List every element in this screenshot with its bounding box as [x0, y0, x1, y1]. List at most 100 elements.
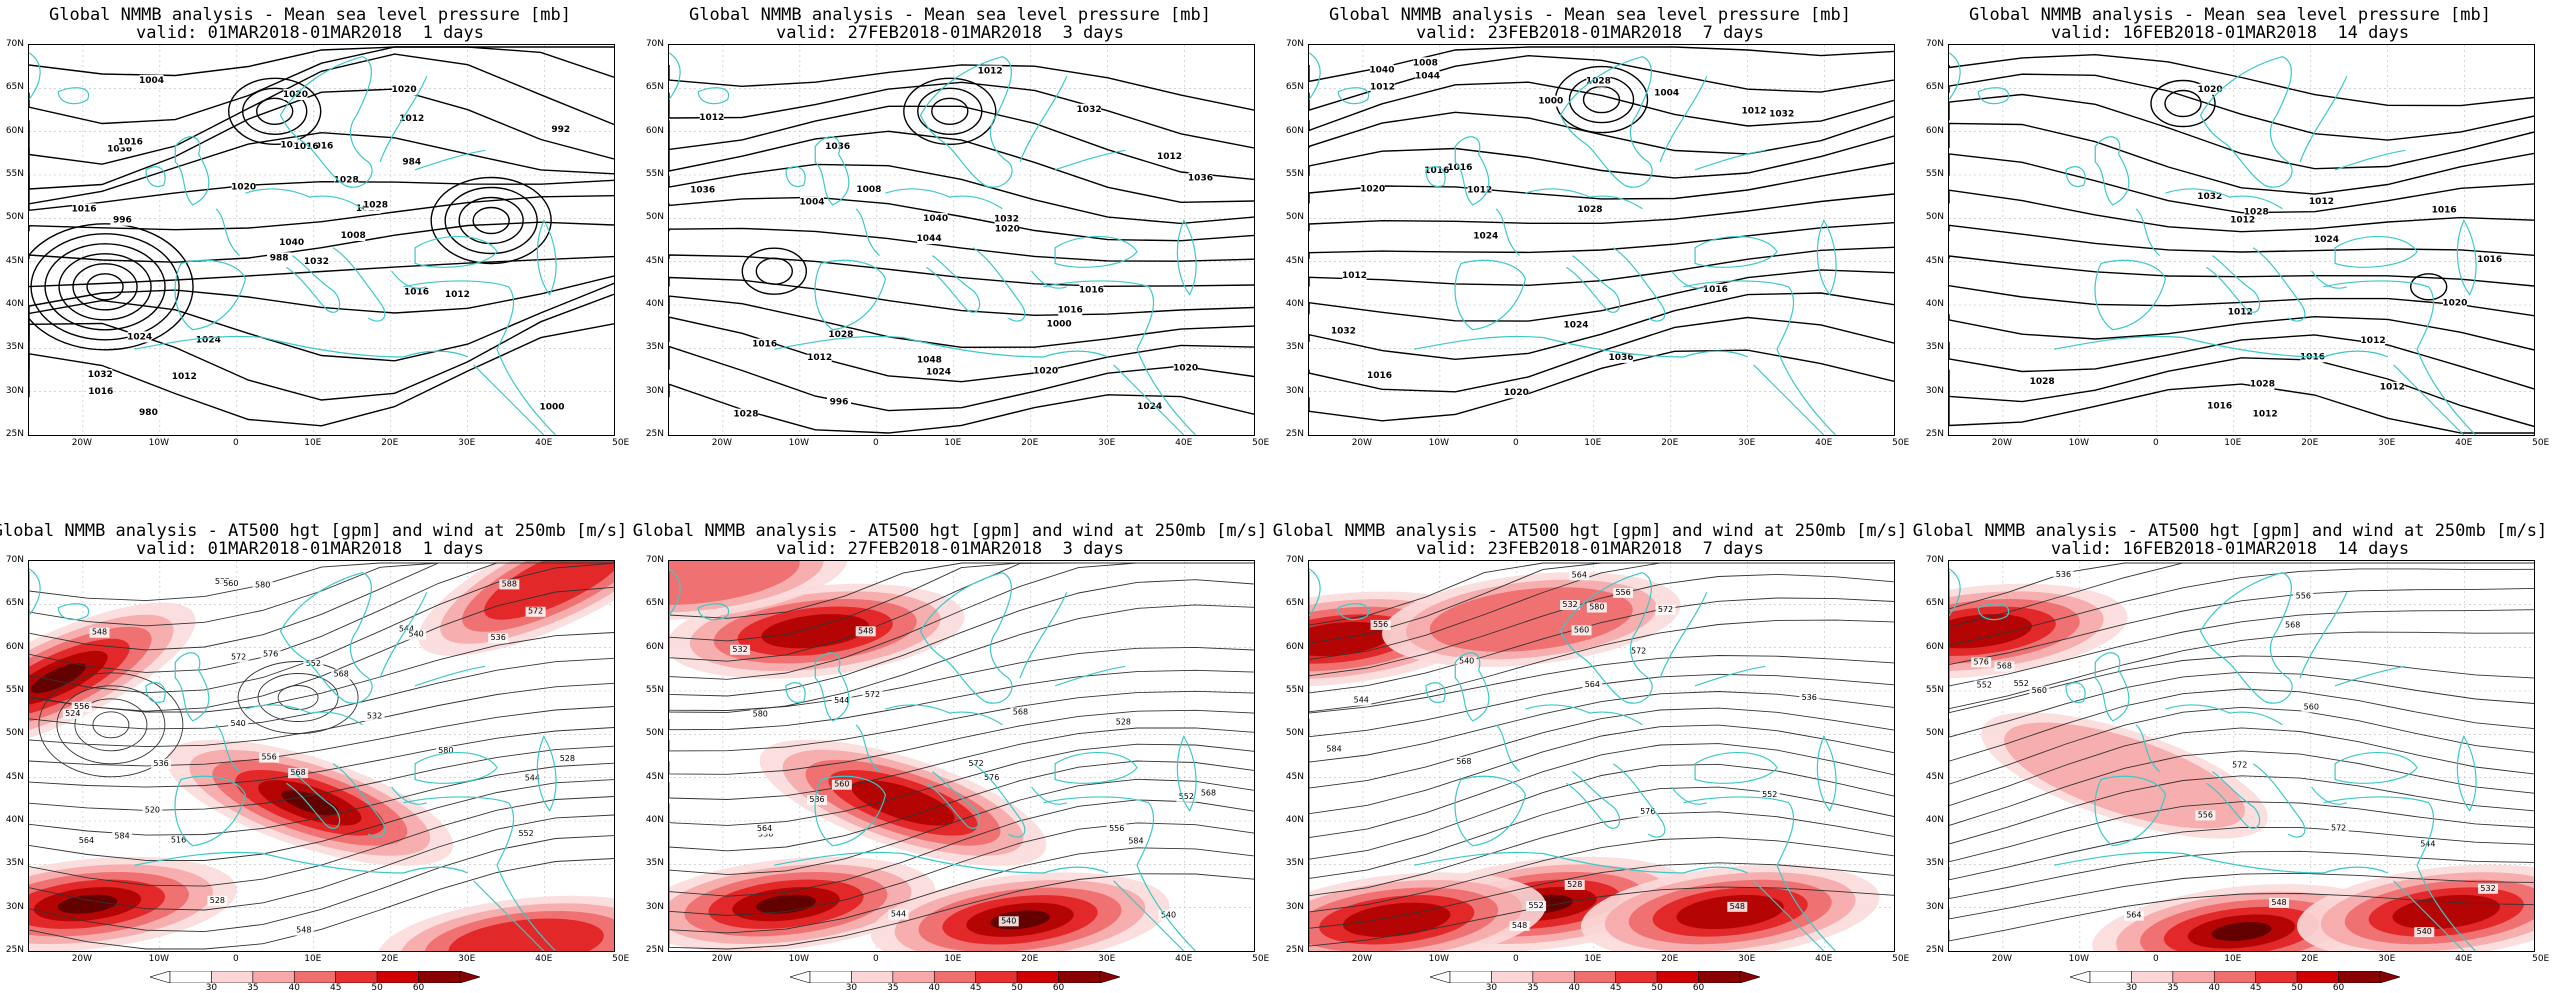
- isobar-label: 1032: [994, 215, 1019, 225]
- wind-colorbar: [2068, 970, 2402, 986]
- height-label: 552: [306, 659, 321, 668]
- longitude-label: 40E: [1815, 438, 1833, 448]
- longitude-label: 40E: [1175, 438, 1193, 448]
- isobar-label: 1016: [88, 387, 113, 397]
- longitude-label: 20W: [1351, 954, 1373, 964]
- map-area: 556 552 548 528 532 536 540 544 548 552 556 560 564 5…: [1308, 560, 1895, 952]
- colorbar-swatch: [2338, 970, 2381, 984]
- isobar-label: 1012: [445, 290, 470, 300]
- isobar-label: 996: [113, 216, 132, 226]
- isobar-label: 1020: [995, 225, 1020, 235]
- latitude-label: 60N: [5, 125, 24, 136]
- isobar-label: 1012: [1157, 152, 1182, 162]
- isobar-label: 1040: [923, 214, 948, 224]
- isobar-label: 1012: [807, 353, 832, 363]
- wind-colorbar: [788, 970, 1122, 986]
- height-label: 556: [1109, 824, 1124, 833]
- height-labels: 552 556 532 536 540 544 548 552 556 560 564 568 572 5…: [1971, 570, 2499, 938]
- height-label: 548: [1730, 902, 1745, 911]
- latitude-label: 65N: [5, 598, 24, 609]
- isobar-label: 1000: [1047, 320, 1072, 330]
- longitude-label: 30E: [1738, 438, 1756, 448]
- isobar-label: 1028: [334, 175, 359, 185]
- isobar-label: 1032: [1331, 326, 1356, 336]
- height-label: 536: [153, 759, 168, 768]
- coastlines: [29, 568, 557, 951]
- height-label: 572: [1631, 647, 1646, 656]
- colorbar-tick-label: 30: [1485, 983, 1498, 993]
- latitude-label: 65N: [1925, 598, 1944, 609]
- height-label: 556: [261, 753, 276, 762]
- latitude-label: 45N: [1285, 771, 1304, 782]
- isobar-label: 1016: [118, 137, 143, 147]
- longitude-label: 50E: [1252, 954, 1270, 964]
- latitude-label: 55N: [1285, 169, 1304, 179]
- height-label: 576: [1974, 657, 1989, 666]
- longitude-label: 0: [2152, 954, 2159, 964]
- colorbar-swatch: [2255, 970, 2298, 984]
- isobar-label: 1036: [1188, 173, 1213, 183]
- isobar-label: 1016: [1079, 285, 1104, 295]
- latitude-label: 70N: [645, 555, 664, 565]
- colorbar-swatch: [1532, 970, 1575, 984]
- colorbar-swatch: [2172, 970, 2215, 984]
- latitude-label: 30N: [645, 901, 664, 912]
- isobars: [669, 64, 1254, 434]
- isobars: [29, 46, 614, 427]
- isobar-label: 1020: [2442, 299, 2467, 309]
- latitude-label: 40N: [1925, 299, 1944, 309]
- colorbar-tick-label: 40: [2208, 983, 2220, 993]
- isobar-label: 1024: [2314, 235, 2339, 245]
- isobar-label: 1032: [1077, 105, 1102, 115]
- height-label: 528: [210, 896, 225, 905]
- latitude-label: 50N: [1925, 728, 1944, 739]
- latitude-label: 60N: [5, 641, 24, 652]
- longitude-label: 40E: [535, 954, 553, 964]
- height-labels: 5525565485445405365325285245205165285325…: [62, 576, 578, 936]
- height-label: 580: [753, 709, 768, 718]
- colorbar-swatch: [2296, 970, 2339, 984]
- wind-shading: [669, 561, 1170, 951]
- longitude-label: 10W: [788, 954, 810, 964]
- wind-shading: [29, 561, 614, 951]
- isobar-label: 1016: [1424, 166, 1449, 176]
- latitude-label: 40N: [5, 815, 24, 825]
- latitude-label: 30N: [1925, 385, 1944, 396]
- colorbar-tick-label: 35: [2167, 983, 2179, 993]
- isobar-label: 1044: [1415, 71, 1440, 81]
- panel-subtitle: valid: 27FEB2018-01MAR2018 3 days: [776, 23, 1124, 43]
- isobar-label: 1020: [2198, 85, 2223, 95]
- isobar-label: 1016: [1703, 285, 1728, 295]
- height-label: 552: [1977, 681, 1992, 690]
- latitude-label: 35N: [5, 858, 24, 869]
- longitude-label: 50E: [1892, 438, 1910, 448]
- panel-title: Global NMMB analysis - Mean sea level pr…: [1969, 5, 2491, 25]
- height-label: 520: [145, 806, 160, 815]
- height-label: 536: [491, 633, 506, 642]
- height-label: 556: [74, 702, 89, 711]
- isobar-label: 1028: [2030, 377, 2055, 387]
- latitude-label: 50N: [1285, 728, 1304, 739]
- isobar-label: 1020: [231, 182, 256, 192]
- colorbar-tick-label: 40: [288, 983, 300, 993]
- latitude-label: 55N: [5, 169, 24, 179]
- longitude-label: 20W: [1991, 954, 2013, 964]
- isobar-label: 1028: [828, 330, 853, 340]
- panel-title: Global NMMB analysis - Mean sea level pr…: [689, 5, 1211, 25]
- height-label: 572: [2232, 761, 2247, 770]
- height-label: 568: [1013, 707, 1028, 716]
- isobar-label: 1016: [2300, 352, 2325, 362]
- latitude-label: 40N: [645, 299, 664, 309]
- map-panel: Global NMMB analysis - AT500 hgt [gpm] a…: [630, 482, 1270, 993]
- map-area: 1032103610401032102810241020101610121008…: [28, 44, 615, 436]
- map-svg: 556 552 548 528 532 536 540 544 548 552 556 560 564 5…: [1309, 561, 1894, 951]
- latitude-label: 60N: [645, 641, 664, 652]
- coastlines: [1309, 568, 1837, 951]
- height-label: 588: [502, 579, 517, 588]
- colorbar-swatch: [418, 970, 461, 984]
- latitude-label: 70N: [1925, 39, 1944, 49]
- map-panel: Global NMMB analysis - Mean sea level pr…: [0, 0, 630, 480]
- longitude-label: 0: [232, 438, 239, 448]
- height-label: 528: [560, 754, 575, 763]
- height-label: 580: [438, 746, 453, 755]
